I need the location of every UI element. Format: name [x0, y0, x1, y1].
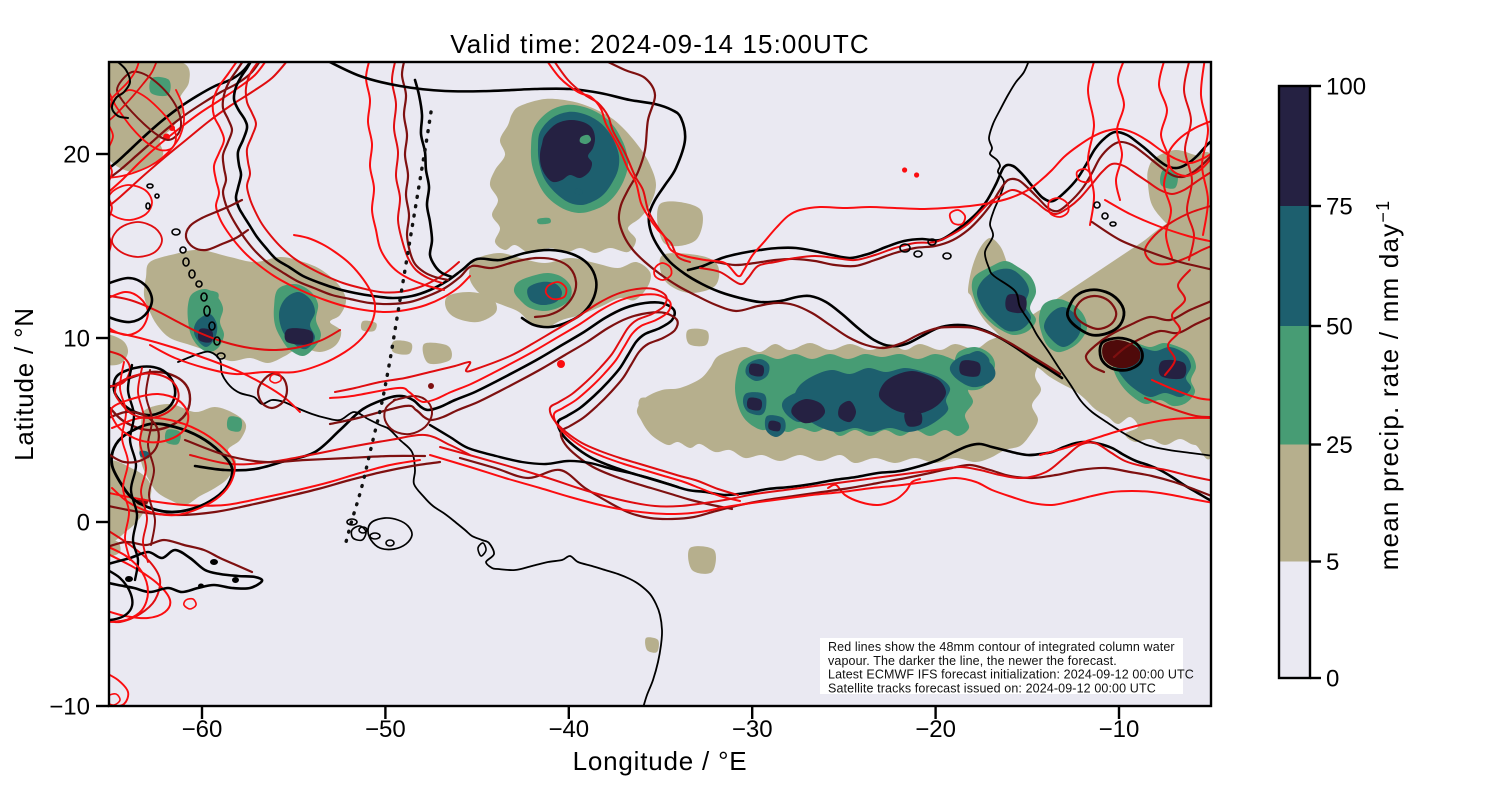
svg-text:−60: −60: [182, 716, 223, 743]
svg-text:0: 0: [1326, 666, 1339, 693]
svg-text:−40: −40: [548, 716, 589, 743]
svg-text:0: 0: [77, 510, 90, 537]
svg-text:Satellite tracks forecast issu: Satellite tracks forecast issued on: 202…: [828, 681, 1156, 695]
svg-text:−30: −30: [732, 716, 773, 743]
svg-text:Latitude / °N: Latitude / °N: [9, 307, 39, 461]
svg-text:−10: −10: [1099, 716, 1140, 743]
svg-text:Longitude / °E: Longitude / °E: [573, 746, 748, 776]
svg-text:100: 100: [1326, 74, 1366, 101]
svg-text:Latest ECMWF IFS forecast init: Latest ECMWF IFS forecast initialization…: [828, 668, 1194, 682]
svg-text:75: 75: [1326, 194, 1353, 221]
svg-text:−20: −20: [915, 716, 956, 743]
svg-text:25: 25: [1326, 432, 1353, 459]
svg-text:20: 20: [63, 142, 90, 169]
svg-text:5: 5: [1326, 549, 1339, 576]
svg-text:−10: −10: [49, 694, 90, 721]
svg-text:50: 50: [1326, 314, 1353, 341]
svg-text:10: 10: [63, 326, 90, 353]
svg-text:Red lines show the 48mm contou: Red lines show the 48mm contour of integ…: [828, 640, 1175, 654]
svg-text:mean precip. rate / mm day−1: mean precip. rate / mm day−1: [1373, 200, 1404, 571]
svg-text:vapour. The darker the line, t: vapour. The darker the line, the newer t…: [828, 654, 1117, 668]
svg-text:−50: −50: [365, 716, 406, 743]
svg-text:Valid time: 2024-09-14 15:00UT: Valid time: 2024-09-14 15:00UTC: [450, 29, 870, 59]
